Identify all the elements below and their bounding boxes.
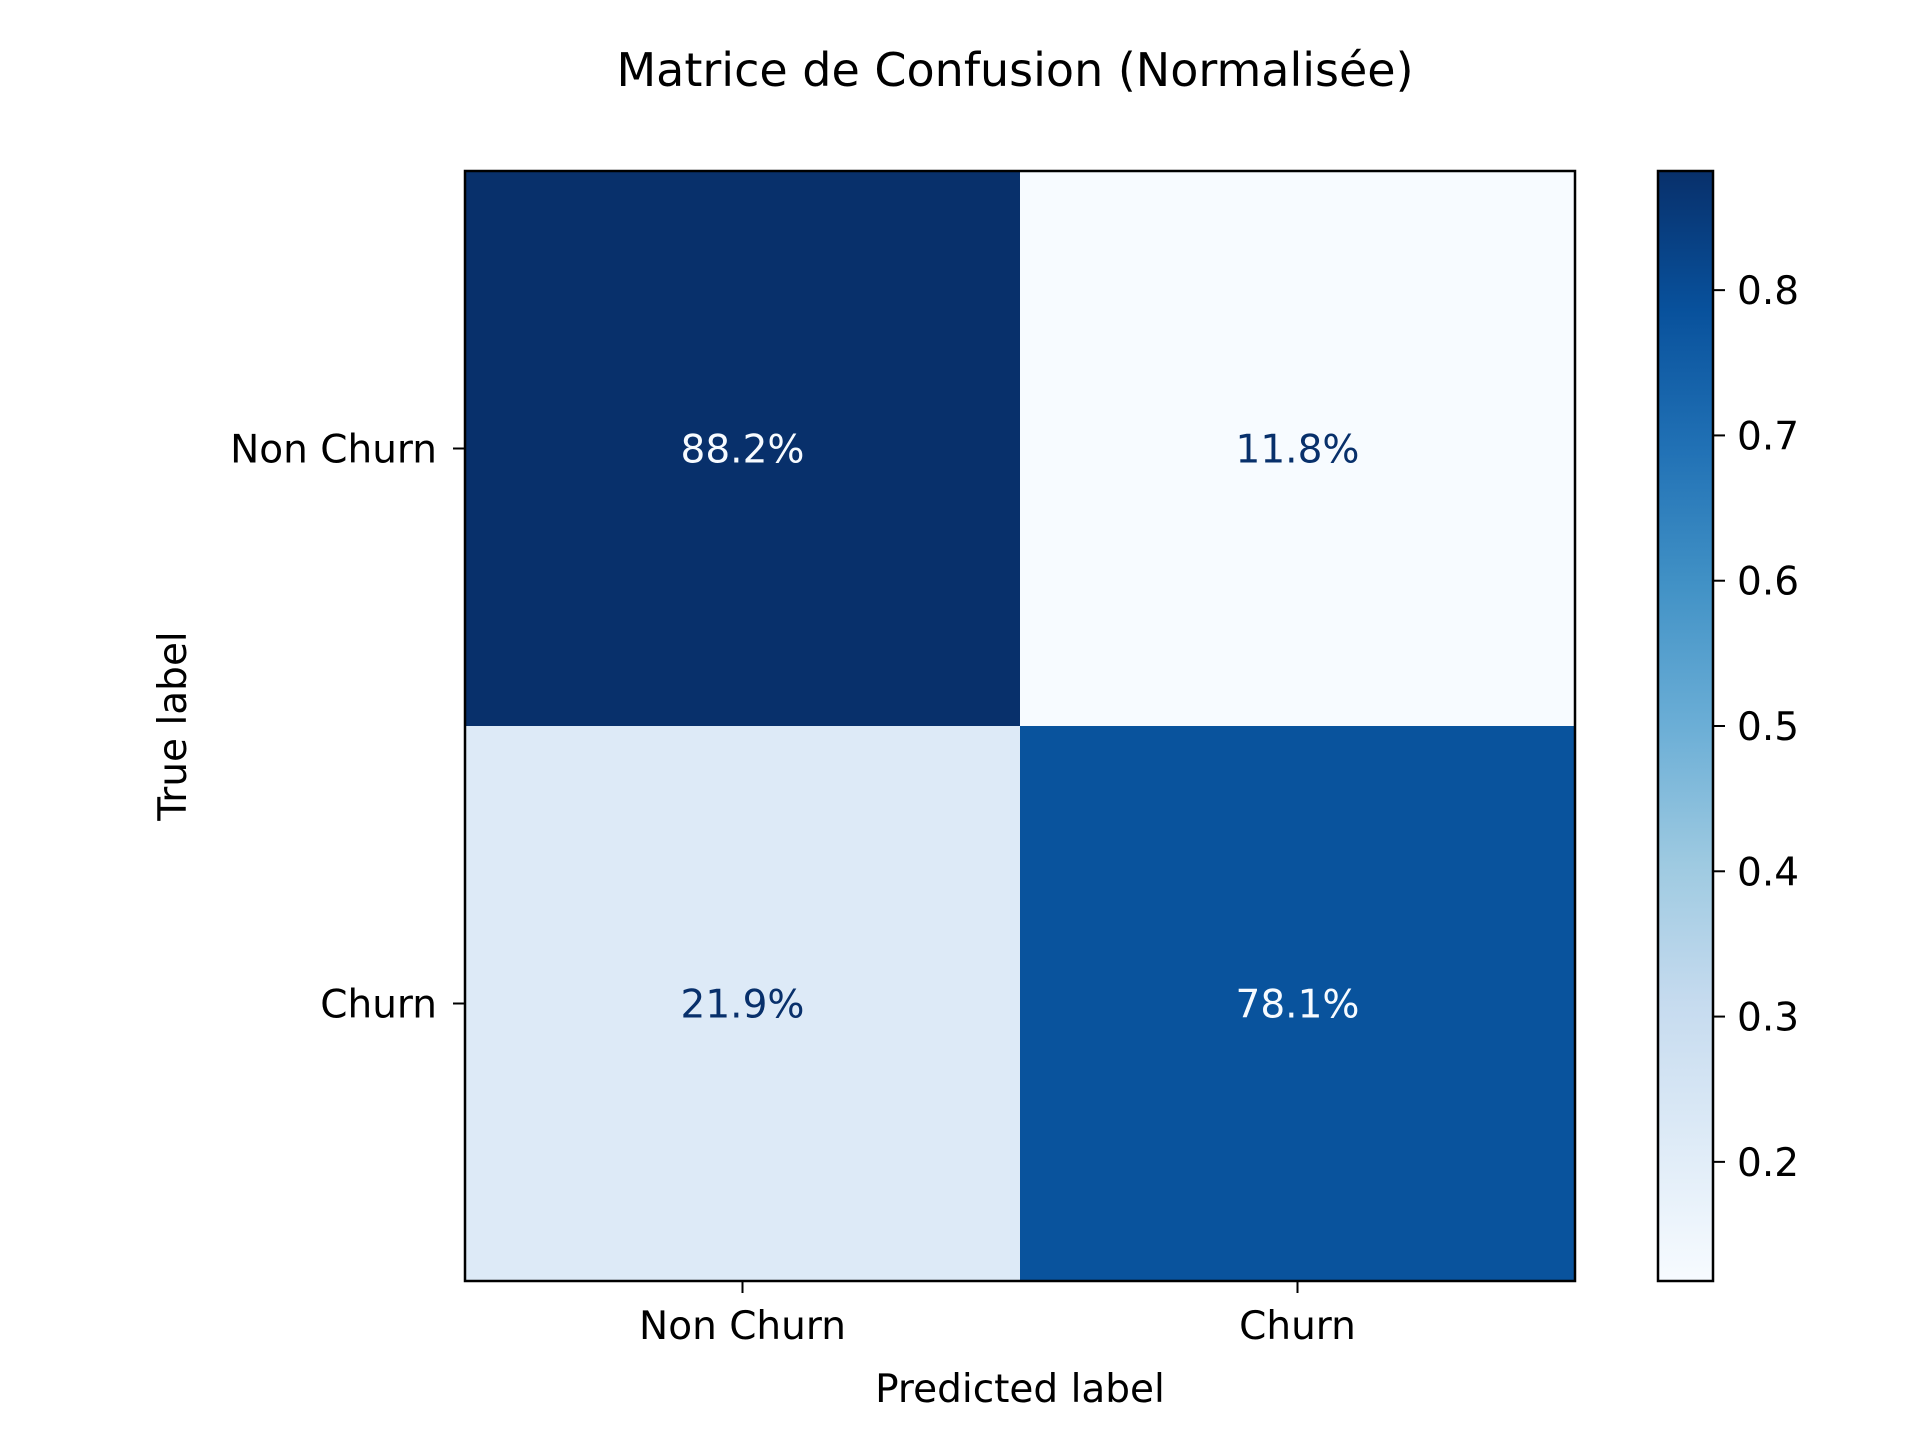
colorbar <box>1656 169 1715 1283</box>
y-tick-label: Churn <box>320 983 437 1028</box>
plot-frame <box>463 169 1577 1283</box>
x-tick-label: Churn <box>1239 1304 1356 1349</box>
heatmap-cell <box>465 171 1020 726</box>
cell-value-label: 21.9% <box>681 983 805 1028</box>
colorbar-tick-label: 0.3 <box>1737 996 1799 1041</box>
colorbar-tick-label: 0.4 <box>1737 850 1799 895</box>
y-axis-label: True label <box>151 631 196 822</box>
colorbar-tick-label: 0.6 <box>1737 560 1799 605</box>
x-axis-label: Predicted label <box>875 1367 1165 1412</box>
heatmap-cell <box>1020 171 1575 726</box>
chart-title: Matrice de Confusion (Normalisée) <box>616 43 1413 97</box>
cell-value-label: 78.1% <box>1236 983 1360 1028</box>
axis-ticks: Non Churn Churn Non Churn Churn <box>230 428 1356 1350</box>
y-tick-label: Non Churn <box>230 428 437 473</box>
colorbar-tick-label: 0.8 <box>1737 269 1799 314</box>
heatmap-cell <box>465 726 1020 1281</box>
colorbar-tick-label: 0.5 <box>1737 705 1799 750</box>
colorbar-ticks: 0.2 0.3 0.4 0.5 0.6 0.7 0.8 <box>1713 269 1799 1186</box>
heatmap-cell <box>1020 726 1575 1281</box>
colorbar-tick-label: 0.7 <box>1737 414 1799 459</box>
x-tick-label: Non Churn <box>639 1304 846 1349</box>
cell-value-label: 88.2% <box>681 428 805 473</box>
heatmap-cells: 88.2% 11.8% 21.9% 78.1% <box>465 171 1575 1281</box>
colorbar-tick-label: 0.2 <box>1737 1141 1799 1186</box>
cell-value-label: 11.8% <box>1236 428 1360 473</box>
